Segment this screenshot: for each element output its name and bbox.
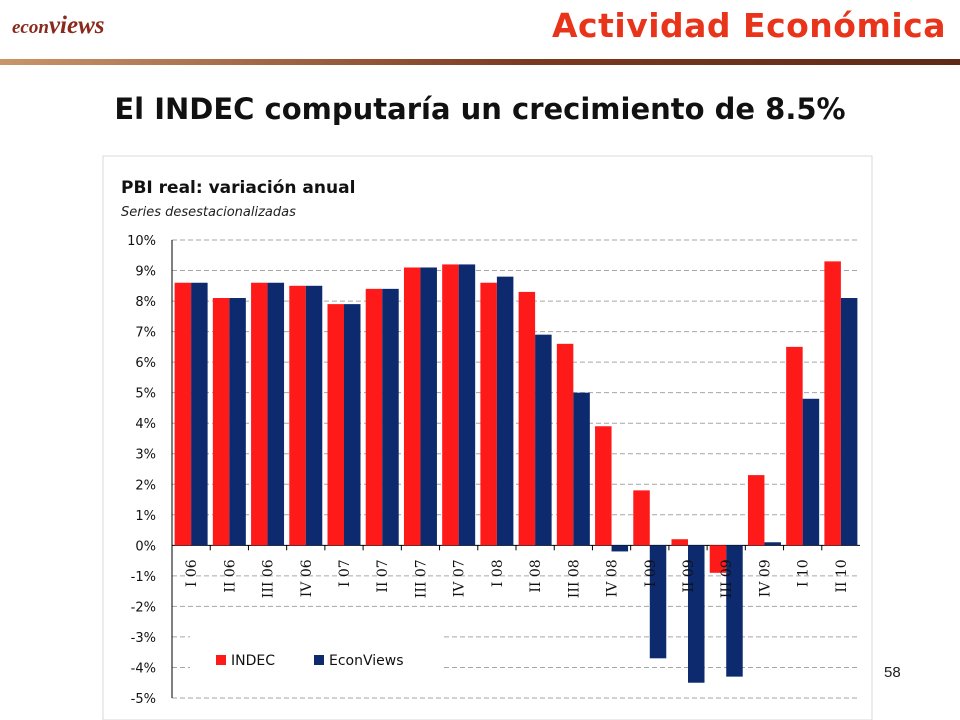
y-tick-label: 6%	[135, 356, 156, 371]
bar-indec	[480, 282, 497, 546]
bar-indec	[365, 288, 383, 546]
bar-econviews	[688, 545, 705, 683]
y-tick-label: 3%	[135, 448, 156, 463]
legend-label-indec: INDEC	[231, 653, 275, 669]
y-tick-label: 9%	[135, 265, 156, 280]
x-category-label: III 06	[261, 559, 277, 598]
bar-econviews	[840, 298, 858, 546]
y-tick-label: -3%	[131, 631, 156, 646]
slide-headline: El INDEC computaría un crecimiento de 8.…	[114, 92, 846, 126]
x-category-label: III 08	[566, 559, 582, 598]
y-tick-label: 2%	[135, 478, 156, 493]
bar-econviews	[344, 304, 361, 546]
bar-econviews	[726, 545, 743, 677]
econviews-logo: econviews	[12, 12, 104, 40]
x-category-label: IV 06	[299, 559, 315, 597]
x-category-label: IV 08	[605, 559, 621, 597]
y-tick-label: 10%	[127, 234, 156, 249]
x-category-label: III 09	[719, 559, 735, 598]
bar-indec	[518, 291, 536, 546]
y-tick-label: 4%	[135, 417, 156, 432]
y-tick-label: 7%	[135, 326, 156, 341]
bar-indec	[556, 343, 574, 546]
bar-econviews	[611, 545, 629, 552]
x-category-label: II 08	[528, 559, 544, 592]
logo-text-views: views	[48, 12, 105, 39]
bar-indec	[786, 346, 803, 546]
x-category-label: II 07	[375, 559, 391, 592]
bar-indec	[442, 264, 459, 546]
bar-econviews	[535, 334, 552, 546]
chart-legend: INDEC EconViews	[190, 628, 442, 676]
logo-text-econ: econ	[12, 17, 49, 38]
x-category-label: II 06	[222, 559, 238, 592]
bar-indec	[403, 267, 421, 546]
bar-indec	[289, 285, 306, 546]
section-title: Actividad Económica	[552, 6, 946, 45]
bar-indec	[327, 304, 344, 546]
bar-indec	[174, 282, 192, 546]
x-category-label: IV 09	[757, 559, 773, 597]
y-tick-label: -5%	[131, 692, 156, 707]
bar-econviews	[229, 298, 246, 546]
bar-indec	[595, 426, 612, 546]
y-tick-label: -2%	[131, 600, 156, 615]
bar-econviews	[496, 276, 514, 546]
x-category-label: I 07	[337, 559, 353, 587]
legend-label-econviews: EconViews	[329, 653, 404, 669]
chart-subtitle: Series desestacionalizadas	[121, 205, 296, 220]
bar-econviews	[191, 282, 208, 546]
x-category-label: I 08	[490, 559, 506, 587]
bar-econviews	[573, 392, 590, 546]
bar-indec	[251, 282, 268, 546]
bar-indec	[633, 490, 650, 546]
bar-econviews	[267, 282, 285, 546]
legend-swatch-indec	[216, 655, 226, 665]
bar-econviews	[420, 267, 437, 546]
header-divider	[0, 59, 960, 65]
page-number: 58	[884, 664, 901, 681]
bar-indec	[824, 261, 841, 546]
bar-econviews	[382, 288, 399, 546]
bar-indec	[747, 475, 765, 546]
bar-indec	[671, 539, 688, 546]
x-category-label: II 10	[834, 559, 850, 592]
bar-econviews	[305, 285, 323, 546]
bar-indec	[709, 545, 727, 573]
x-category-label: I 10	[796, 559, 812, 587]
y-tick-label: 5%	[135, 387, 156, 402]
legend-background	[190, 628, 442, 676]
y-tick-label: 1%	[135, 509, 156, 524]
bar-econviews	[458, 264, 476, 546]
legend-swatch-econviews	[314, 655, 324, 665]
y-tick-label: -1%	[131, 570, 156, 585]
x-category-label: IV 07	[452, 559, 468, 597]
x-category-label: I 06	[184, 559, 200, 587]
bar-econviews	[649, 545, 667, 659]
chart-title: PBI real: variación anual	[121, 178, 355, 198]
y-tick-label: 0%	[135, 539, 156, 554]
bar-econviews	[802, 398, 820, 546]
x-category-label: III 07	[413, 559, 429, 598]
y-tick-label: 8%	[135, 295, 156, 310]
bar-econviews	[764, 542, 781, 546]
bar-indec	[212, 298, 230, 546]
x-category-label: I 09	[643, 559, 659, 587]
y-tick-label: -4%	[131, 661, 156, 676]
x-category-label: II 09	[681, 559, 697, 592]
